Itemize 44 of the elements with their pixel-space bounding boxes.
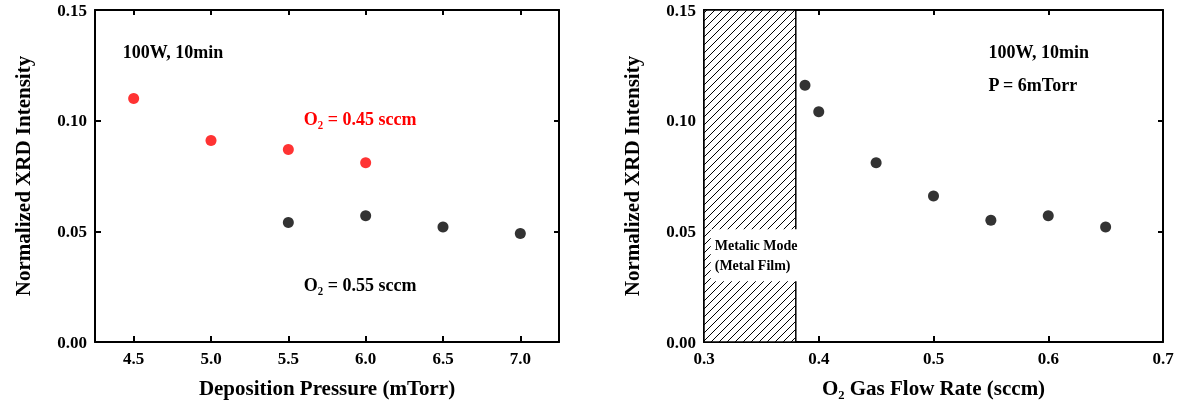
point (360, 210, 372, 222)
x-axis-title: Deposition Pressure (mTorr) (198, 375, 456, 400)
y-axis-title: Normalized XRD Intensity (10, 55, 35, 297)
point (813, 106, 825, 118)
x-tick-label: 0.7 (1152, 349, 1175, 368)
point (437, 221, 449, 233)
point (928, 190, 939, 202)
x-axis-title: O₂ Gas Flow Rate (sccm) (821, 375, 1046, 400)
point (128, 93, 140, 105)
x-tick-label: 0.5 (922, 349, 945, 368)
point (985, 214, 997, 226)
annotation: 100W, 10min (122, 42, 224, 63)
y-tick-label: 0.00 (57, 332, 87, 352)
y-axis-title: Normalized XRD Intensity (619, 55, 644, 297)
y-tick-label: 0.05 (57, 221, 87, 241)
annotation: P = 6mTorr (988, 75, 1078, 96)
point (514, 228, 526, 240)
y-tick-label: 0.05 (666, 221, 696, 241)
x-tick-label: 0.4 (808, 349, 830, 368)
point (282, 143, 294, 155)
x-tick-label: 6.0 (355, 349, 377, 368)
series-label: O₂ = 0.45 sccm (303, 108, 417, 129)
point (1100, 221, 1112, 233)
x-tick-label: 5.5 (277, 349, 299, 368)
x-tick-label: 5.0 (200, 349, 222, 368)
y-tick-label: 0.10 (666, 111, 696, 131)
point (1042, 210, 1054, 222)
band-label: Metalic Mode (Metal Film) (714, 237, 798, 274)
x-tick-label: 0.3 (693, 349, 715, 368)
y-tick-label: 0.15 (57, 0, 87, 20)
x-tick-label: 4.5 (123, 349, 145, 368)
x-tick-label: 7.0 (509, 349, 531, 368)
point (799, 79, 811, 91)
x-tick-label: 6.5 (432, 349, 454, 368)
text: O₂ = 0.55 sccm (303, 274, 417, 295)
y-tick-label: 0.10 (57, 111, 87, 131)
y-tick-label: 0.00 (666, 332, 696, 352)
x-tick-label: 0.6 (1037, 349, 1059, 368)
point (870, 157, 882, 169)
point (282, 216, 294, 228)
point (205, 135, 217, 147)
annotation: 100W, 10min (988, 42, 1089, 63)
y-tick-label: 0.15 (666, 0, 696, 20)
point (360, 157, 372, 169)
